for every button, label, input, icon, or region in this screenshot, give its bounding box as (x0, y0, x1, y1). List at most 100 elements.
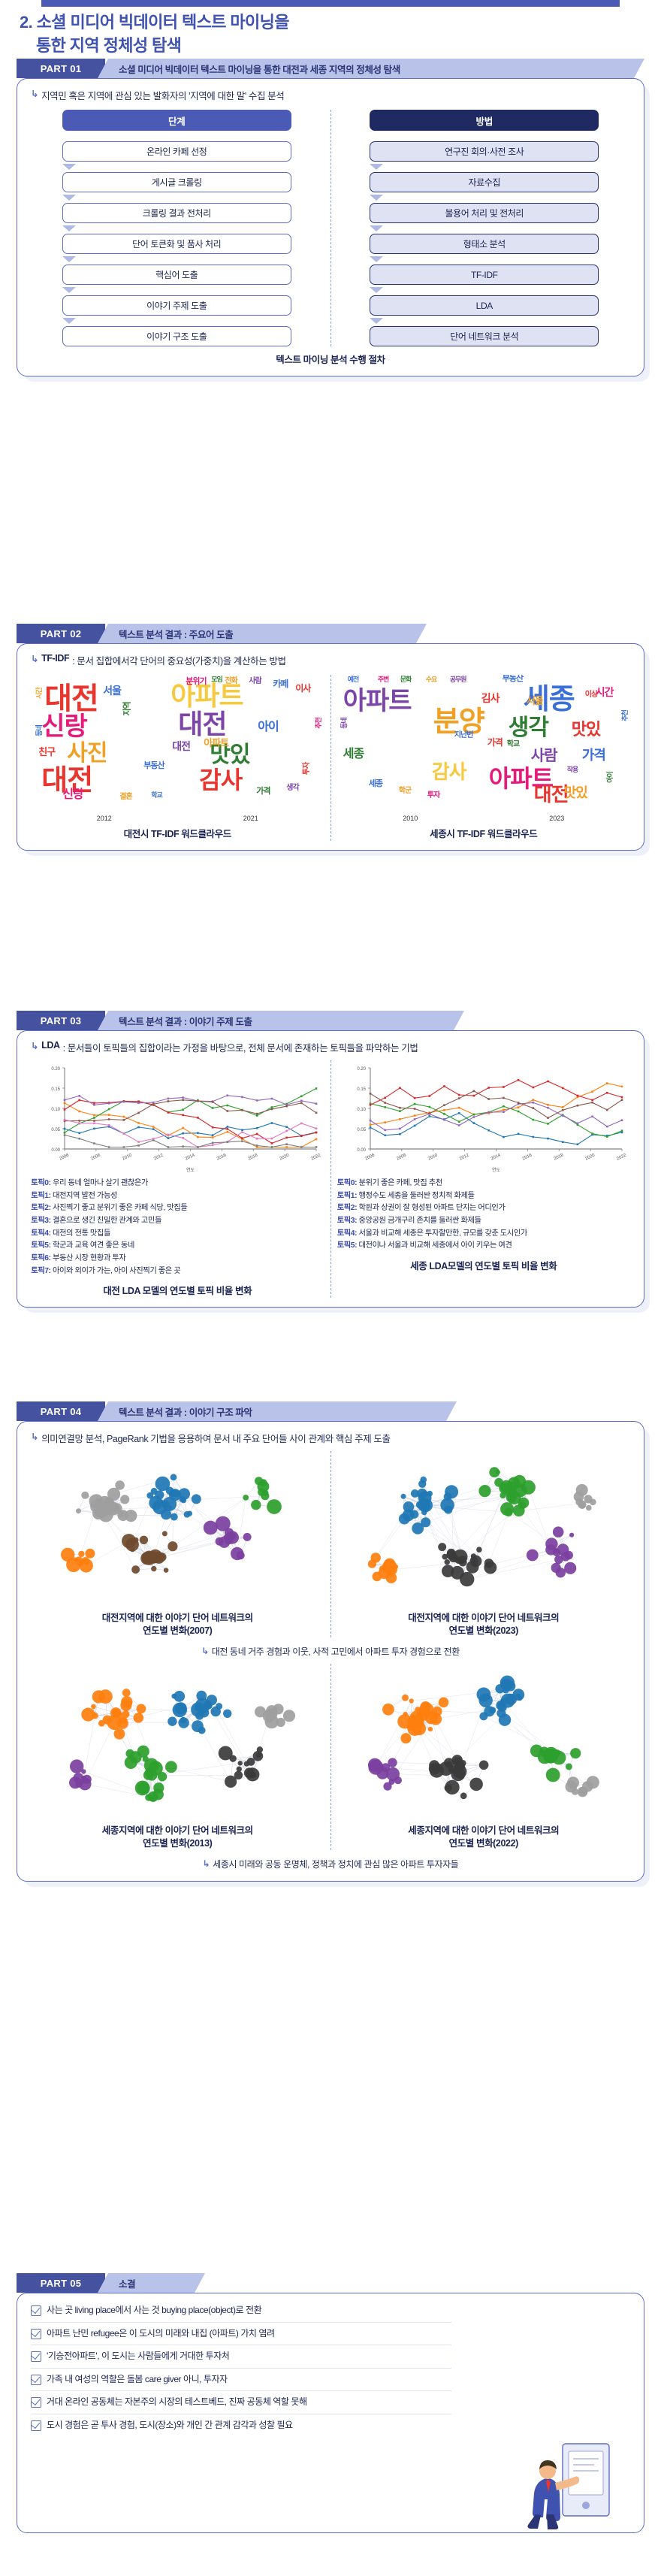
wordcloud-term: 감사 (199, 766, 243, 794)
flow-steps-method: 연구진 회의·사전 조사 자료수집 불용어 처리 및 전처리 형태소 분석 TF-IDF… (370, 141, 599, 346)
part4-bullet: ↳ 의미연결망 분석, PageRank 기법을 응용하여 문서 내 주요 단어… (31, 1431, 630, 1445)
wordcloud-term: 대전 (172, 740, 191, 752)
part3-bullet-text: : 문서들이 토픽들의 집합이라는 가정을 바탕으로, 전체 문서에 존재하는 … (62, 1043, 418, 1054)
summary-checklist-item[interactable]: '기승전아파트', 이 도시는 사람들에게 거대한 투자처 (31, 2345, 451, 2368)
flow-step: 이야기 구조 도출 (62, 326, 291, 346)
page-title-line2: 통한 지역 정체성 탐색 (36, 36, 182, 56)
wordcloud-term: 아파트 (488, 765, 554, 792)
arrow-icon: ↳ (201, 1646, 209, 1657)
svg-text:2016: 2016 (216, 1153, 227, 1161)
top-accent-bar (41, 0, 620, 7)
svg-text:2014: 2014 (490, 1153, 502, 1161)
wordcloud-term: 시간 (35, 688, 44, 699)
lda-topic-key: 토픽2: (337, 1204, 358, 1213)
flow-step: 연구진 회의·사전 조사 (370, 141, 599, 162)
flow-header-method: 방법 (370, 110, 599, 131)
part5-checklist: 사는 곳 living place에서 사는 것 buying place(ob… (31, 2299, 451, 2437)
summary-item-label: 아파트 난민 refugee은 이 도시의 미래와 내집 (아파트) 가치 염려 (47, 2327, 275, 2339)
summary-checklist-item[interactable]: 가족 내 여성의 역할은 돌봄 care giver 아니, 투자자 (31, 2369, 451, 2391)
lda-topic-label: 부동산 시장 현황과 투자 (50, 1254, 126, 1263)
part1-flowchart: 단계 온라인 카페 선정 게시글 크롤링 크롤링 결과 전처리 단어 토큰화 및 품사… (31, 110, 630, 346)
part4-caption-bl: 세종지역에 대한 이야기 단어 네트워크의 연도별 변화(2013) (102, 1825, 253, 1850)
wordcloud-term: 대전 (533, 783, 569, 806)
wordcloud-term: 시간 (595, 686, 614, 698)
lda-topic-label: 중앙공원 금개구리 존치를 둘러싼 화제들 (357, 1217, 481, 1226)
part5-header: PART 05 소결 (17, 2273, 644, 2293)
part4-mid-note-text: 대전 동네 거주 경험과 이웃, 사적 고민에서 아파트 투자 경험으로 전환 (211, 1646, 460, 1657)
summary-checklist-item[interactable]: 거대 온라인 공동체는 자본주의 시장의 테스트베드, 진짜 공동체 역할 못해 (31, 2391, 451, 2414)
lda-divider (330, 1060, 331, 1299)
part3-header: PART 03 텍스트 분석 결과 : 이야기 주제 도출 (17, 1011, 644, 1030)
lda-topic-item: 토픽0: 분위기 좋은 카페, 맛집 추천 (337, 1178, 630, 1190)
wordcloud-term: 서울 (526, 695, 544, 706)
svg-text:2010: 2010 (427, 1153, 439, 1161)
lda-topics-daejeon: 토픽0: 우리 동네 얼마나 살기 괜찮은가 토픽1: 대전지역 발전 가능성 토픽… (31, 1178, 324, 1277)
lda-topic-key: 토픽2: (31, 1204, 51, 1213)
wordcloud-term: 이상 (584, 691, 598, 699)
lda-topic-item: 토픽3: 결혼으로 생긴 친밀한 관계와 고민들 (31, 1215, 324, 1228)
wordcloud-term: 수요 (425, 676, 438, 683)
part4-bottom-note: ↳ 세종시 미래와 공동 운명체, 정책과 정치에 관심 많은 아파트 투자자들 (31, 1858, 630, 1870)
part2-header: PART 02 텍스트 분석 결과 : 주요어 도출 (17, 624, 644, 643)
wordcloud-term: 사람 (249, 677, 261, 685)
svg-text:2020: 2020 (279, 1153, 290, 1161)
part4-caption-tl: 대전지역에 대한 이야기 단어 네트워크의 연도별 변화(2007) (102, 1612, 253, 1637)
lda-topic-label: 학군과 교육 여견 좋은 동네 (50, 1241, 134, 1250)
check-icon[interactable] (31, 2328, 41, 2339)
lda-topic-item: 토픽0: 우리 동네 얼마나 살기 괜찮은가 (31, 1178, 324, 1190)
wordcloud-year-label: 2010 (403, 815, 418, 822)
part4-mid-note: ↳ 대전 동네 거주 경험과 이웃, 사적 고민에서 아파트 투자 경험으로 전… (31, 1645, 630, 1658)
svg-text:2012: 2012 (459, 1153, 470, 1161)
wordcloud-term: 결혼 (119, 793, 132, 801)
wordcloud-term: 투자 (303, 762, 312, 776)
lda-sejong-col: 0.00 0.05 0.10 0.15 0.20 2006 2008 2010 2012 2014… (337, 1060, 631, 1298)
check-icon[interactable] (31, 2351, 41, 2363)
part2-heading: 텍스트 분석 결과 : 주요어 도출 (119, 629, 234, 640)
wordcloud-term: 예전 (347, 676, 360, 683)
part5-body: 사는 곳 living place에서 사는 것 buying place(ob… (17, 2293, 644, 2533)
svg-text:0.15: 0.15 (358, 1087, 367, 1092)
svg-text:0.05: 0.05 (358, 1128, 367, 1132)
lda-topic-key: 토픽3: (31, 1217, 51, 1226)
check-icon[interactable] (31, 2420, 41, 2431)
part4-caption-tr: 대전지역에 대한 이야기 단어 네트워크의 연도별 변화(2023) (408, 1612, 559, 1637)
lda-topic-item: 토픽4: 서울과 비교해 세종은 투자할만한, 규모를 갖춘 도시인가 (337, 1228, 630, 1241)
svg-text:2022: 2022 (310, 1153, 321, 1161)
wordcloud-term: 아파트 (204, 737, 229, 748)
section-part4: PART 04 텍스트 분석 결과 : 이야기 구조 파악 ↳ 의미연결망 분석… (17, 1401, 650, 1887)
summary-checklist-item[interactable]: 아파트 난민 refugee은 이 도시의 미래와 내집 (아파트) 가치 염려 (31, 2323, 451, 2345)
wordcloud-term: 학군 (398, 787, 412, 795)
wordcloud-daejeon-years: 2012 2021 (31, 815, 324, 822)
summary-checklist-item[interactable]: 도시 경험은 곧 투사 경험, 도시(장소)와 개인 간 관계 감각과 성찰 필… (31, 2414, 451, 2437)
wordcloud-term: 대전 (178, 709, 227, 739)
check-icon[interactable] (31, 2397, 41, 2408)
wordcloud-year-label: 2021 (243, 815, 258, 822)
check-icon[interactable] (31, 2374, 41, 2385)
part1-header: PART 01 소셜 미디어 빅데이터 텍스트 마이닝을 통한 대전과 세종 지… (17, 59, 644, 78)
network-graph-sejong-2022 (343, 1663, 625, 1822)
svg-text:2008: 2008 (90, 1153, 101, 1161)
part5-heading: 소결 (119, 2278, 136, 2290)
part3-bullet: ↳ LDA : 문서들이 토픽들의 집합이라는 가정을 바탕으로, 전체 문서에… (31, 1040, 630, 1054)
lda-topic-key: 토픽4: (31, 1229, 51, 1238)
lda-topic-key: 토픽5: (337, 1241, 358, 1250)
summary-item-label: 도시 경험은 곧 투사 경험, 도시(장소)와 개인 간 관계 감각과 성찰 필… (47, 2419, 293, 2430)
part3-body: ↳ LDA : 문서들이 토픽들의 집합이라는 가정을 바탕으로, 전체 문서에… (17, 1030, 650, 1314)
lda-chart-daejeon: 0.00 0.05 0.10 0.15 0.20 2006 2008 2010 2012 2014… (32, 1060, 322, 1173)
arrow-down-icon (62, 256, 76, 262)
network-bl-col: 세종지역에 대한 이야기 단어 네트워크의 연도별 변화(2013) (31, 1663, 324, 1850)
page-title: 2. 소셜 미디어 빅데이터 텍스트 마이닝을 통한 지역 정체성 탐색 (20, 11, 545, 57)
svg-text:2006: 2006 (365, 1153, 376, 1161)
lda-topic-item: 토픽1: 대전지역 발전 가능성 (31, 1190, 324, 1203)
lda-topic-label: 우리 동네 얼마나 살기 괜찮은가 (50, 1179, 148, 1187)
summary-checklist-item[interactable]: 사는 곳 living place에서 사는 것 buying place(ob… (31, 2299, 451, 2322)
svg-text:2020: 2020 (585, 1153, 596, 1161)
summary-item-label: 가족 내 여성의 역할은 돌봄 care giver 아니, 투자자 (47, 2373, 228, 2384)
network-tl-col: 대전지역에 대한 이야기 단어 네트워크의 연도별 변화(2007) (31, 1451, 324, 1637)
wordcloud-term: 아파트 (343, 687, 412, 715)
arrow-down-icon (62, 195, 76, 201)
check-icon[interactable] (31, 2305, 41, 2316)
wordcloud-divider (330, 675, 331, 841)
arrow-down-icon (370, 225, 384, 231)
lda-topic-label: 대전지역 발전 가능성 (50, 1191, 118, 1200)
